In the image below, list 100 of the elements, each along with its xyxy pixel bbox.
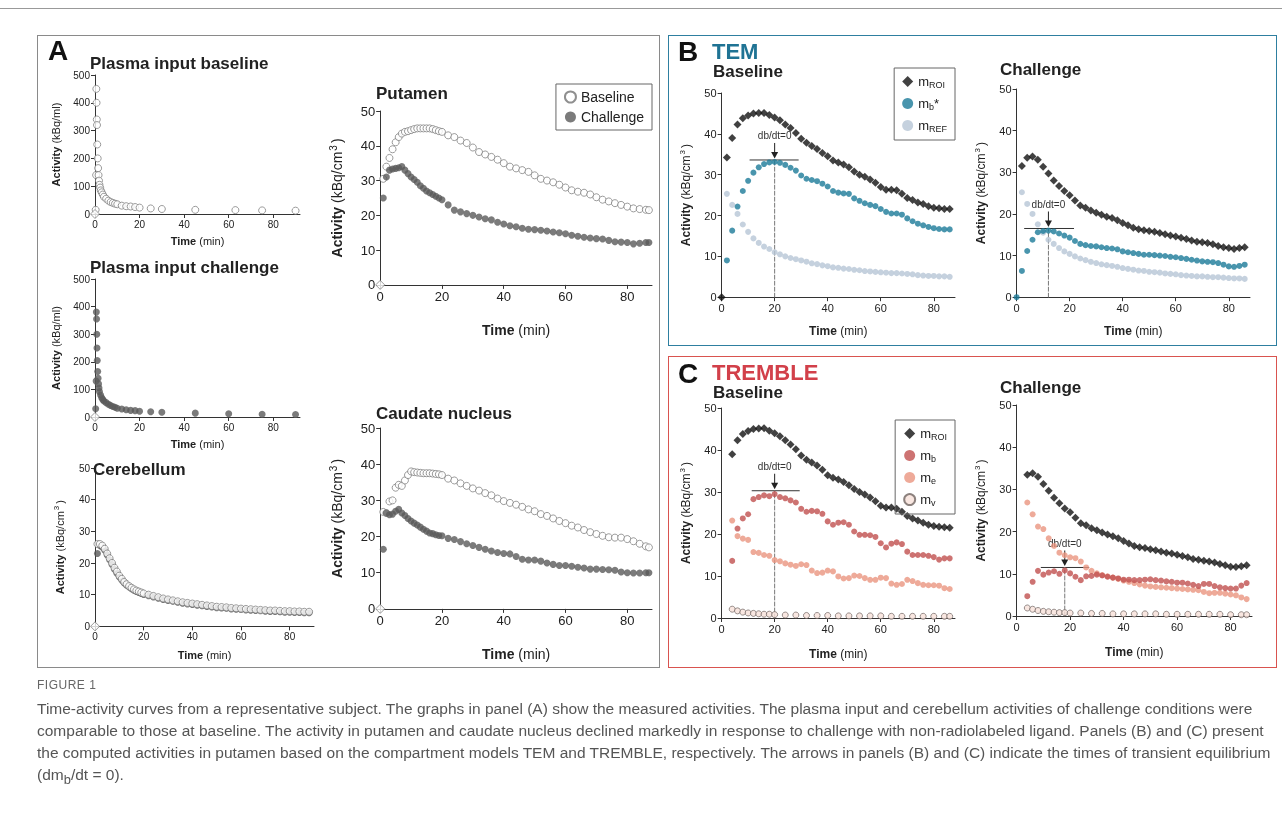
chart-title: Caudate nucleus (376, 403, 513, 423)
annotation: db/dt=0 (757, 461, 792, 473)
y-tick-label: 40 (999, 441, 1012, 454)
y-tick-label: 20 (704, 528, 717, 540)
y-tick-label: 20 (360, 529, 376, 545)
y-tick-label: 50 (999, 83, 1012, 95)
y-tick-label: 40 (78, 494, 91, 506)
chart-title: Putamen (376, 83, 448, 103)
x-tick-label: 0 (1013, 620, 1020, 633)
y-tick-label: 0 (367, 601, 376, 617)
y-tick-label: 20 (78, 557, 91, 569)
y-tick-label: 500 (73, 273, 91, 285)
x-axis-title: Time (min) (170, 438, 225, 451)
x-tick-label: 20 (434, 288, 450, 304)
y-axis-title: Activity (kBq/cm3) (972, 142, 988, 245)
y-tick-label: 10 (360, 242, 376, 258)
text: Time-activity curves from a representative subject. The graphs in panel (A) show the measured activities. The plasma input and cerebellum activities of challenge conditions were comparable to those at baseline. The activity in putamen and caudate nucleus declined markedly in response to challenge with non-radiolabeled ligand. Panels (B) and (C) present the computed activities in putamen based on the compartment models TEM and TREMBLE, respectively. The arrows in panels (B) and (C) indicate the times of transient equilibrium (dm$_{b}$/dt = 0). (37, 699, 1272, 790)
y-tick-label: 100 (73, 180, 91, 192)
annotation: db/dt=0 (757, 130, 792, 142)
x-tick-label: 60 (1170, 620, 1184, 633)
chart-title: Challenge (1000, 377, 1082, 397)
x-axis-title: Time (min) (809, 646, 868, 661)
chart-title: Challenge (1000, 59, 1082, 79)
x-tick-label: 80 (284, 630, 296, 642)
y-tick-label: 400 (73, 301, 91, 313)
y-tick-label: 30 (704, 168, 717, 181)
chart-title: Plasma input challenge (90, 257, 279, 277)
y-tick-label: 300 (73, 328, 91, 340)
y-tick-label: 40 (360, 456, 376, 472)
x-tick-label: 20 (768, 301, 781, 314)
x-tick-label: 40 (1116, 301, 1129, 314)
x-tick-label: 80 (1222, 301, 1235, 314)
x-tick-label: 40 (496, 612, 511, 628)
y-tick-label: 10 (704, 570, 717, 582)
y-axis-title: Activity (kBq/cm3) (327, 138, 346, 258)
y-tick-label: 0 (84, 411, 91, 423)
y-axis-title: Activity (kBq/ml) (49, 102, 62, 187)
x-tick-label: 0 (92, 218, 99, 230)
x-axis-title: Time (min) (170, 235, 225, 248)
y-axis-title: Activity (kBq/cm3) (52, 500, 66, 595)
y-tick-label: 10 (999, 567, 1012, 580)
x-tick-label: 60 (235, 630, 247, 642)
chart-title: Plasma input baseline (90, 53, 269, 73)
text: B (678, 35, 699, 67)
y-tick-label: 30 (704, 486, 717, 498)
y-tick-label: 0 (84, 208, 91, 220)
y-tick-label: 400 (73, 97, 91, 109)
y-tick-label: 50 (78, 462, 91, 474)
x-tick-label: 20 (1063, 620, 1077, 633)
text: C (678, 357, 699, 389)
y-tick-label: 50 (360, 103, 376, 119)
x-tick-label: 80 (620, 288, 635, 304)
legend-label: Challenge (580, 109, 645, 125)
caption: FIGURE 1 (37, 678, 98, 692)
chart-title: Cerebellum (93, 459, 186, 479)
y-tick-label: 10 (999, 249, 1012, 262)
x-tick-label: 20 (134, 421, 146, 433)
x-tick-label: 40 (1117, 620, 1130, 633)
x-tick-label: 20 (1063, 301, 1076, 314)
annotation: db/dt=0 (1031, 198, 1066, 210)
x-tick-label: 20 (138, 630, 150, 642)
text: A (48, 34, 69, 66)
y-axis-title: Activity (kBq/cm3) (677, 144, 693, 247)
x-tick-label: 60 (558, 288, 573, 304)
y-tick-label: 10 (704, 250, 717, 263)
legend-label: Baseline (580, 89, 635, 105)
x-tick-label: 80 (267, 421, 280, 433)
x-tick-label: 60 (874, 301, 887, 314)
x-tick-label: 0 (718, 622, 725, 635)
y-tick-label: 100 (73, 383, 91, 395)
y-tick-label: 40 (999, 124, 1012, 137)
y-axis-title: Activity (kBq/cm3) (677, 461, 693, 565)
x-tick-label: 40 (821, 622, 834, 635)
y-tick-label: 50 (360, 420, 376, 436)
x-tick-label: 80 (620, 612, 635, 628)
y-tick-label: 200 (73, 152, 91, 164)
x-tick-label: 60 (223, 218, 235, 230)
y-axis-title: Activity (kBq/cm3) (972, 459, 988, 562)
y-tick-label: 20 (999, 207, 1012, 220)
x-tick-label: 20 (768, 622, 781, 635)
x-tick-label: 20 (134, 218, 146, 230)
x-tick-label: 80 (927, 301, 940, 314)
x-tick-label: 0 (92, 630, 99, 642)
x-tick-label: 0 (718, 301, 725, 314)
y-tick-label: 50 (704, 87, 717, 99)
x-axis-title: Time (min) (482, 646, 551, 662)
x-tick-label: 40 (496, 288, 511, 304)
y-tick-label: 30 (360, 173, 376, 189)
y-tick-label: 300 (73, 125, 91, 137)
x-axis-title: Time (min) (177, 649, 232, 662)
x-tick-label: 40 (821, 301, 834, 314)
text: TEM (712, 38, 759, 64)
y-tick-label: 500 (73, 69, 91, 81)
annotation: db/dt=0 (1047, 537, 1082, 549)
y-tick-label: 50 (999, 399, 1012, 411)
y-tick-label: 20 (704, 209, 717, 222)
x-tick-label: 40 (178, 218, 191, 230)
text: TREMBLE (712, 359, 819, 385)
x-tick-label: 60 (874, 622, 887, 635)
x-tick-label: 80 (267, 218, 280, 230)
